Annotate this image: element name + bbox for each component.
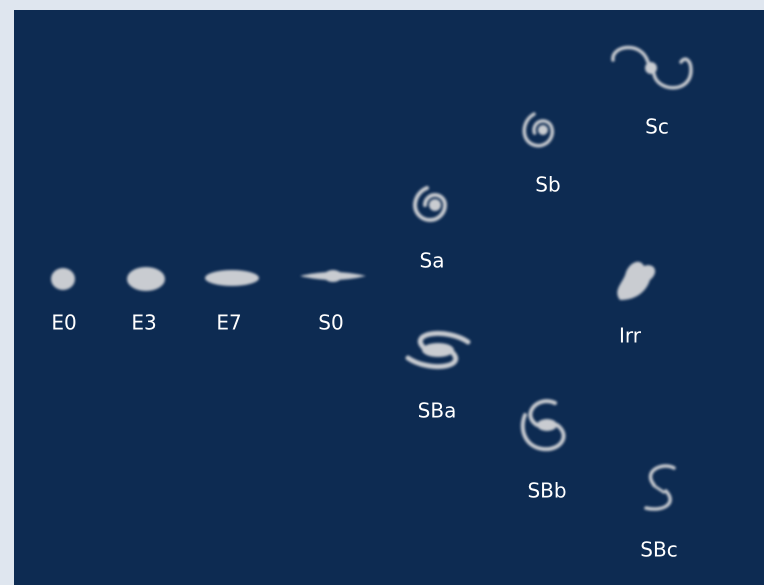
label-irr: Irr: [619, 324, 642, 348]
label-sb: Sb: [535, 173, 560, 197]
label-e0: E0: [51, 311, 76, 335]
label-s0: S0: [318, 311, 343, 335]
label-sba: SBa: [418, 399, 457, 423]
label-e3: E3: [131, 311, 156, 335]
label-e7: E7: [216, 311, 241, 335]
galaxy-e7: [205, 270, 259, 286]
label-sc: Sc: [645, 115, 669, 139]
galaxy-e0: [51, 268, 75, 290]
label-sbb: SBb: [527, 479, 566, 503]
galaxy-e3: [127, 267, 165, 291]
diagram: E0 E3 E7 S0 Sa Sb Sc Irr SBa SBb SBc: [0, 0, 764, 585]
panel: [14, 10, 764, 585]
label-sa: Sa: [420, 249, 445, 273]
label-sbc: SBc: [640, 538, 677, 562]
